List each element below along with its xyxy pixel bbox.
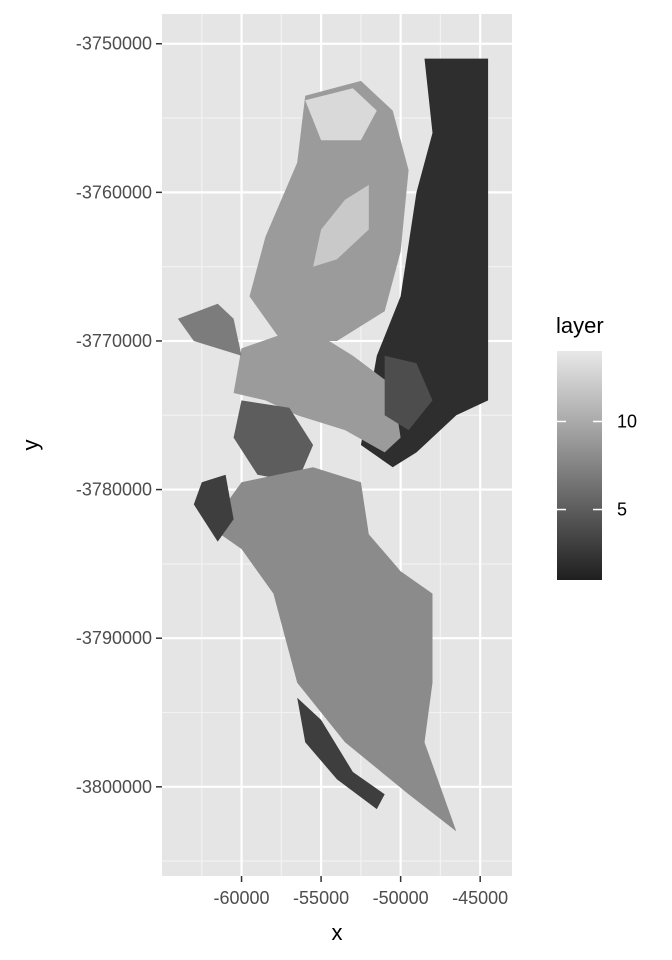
y-tick-label: -3780000 bbox=[76, 480, 152, 500]
y-axis-title: y bbox=[18, 440, 43, 451]
y-tick-label: -3790000 bbox=[76, 628, 152, 648]
raster-region-western-flank bbox=[233, 400, 314, 483]
raster-region-northern-peaks bbox=[305, 88, 377, 141]
raster-region-coast-se bbox=[297, 697, 385, 810]
x-axis: -60000 -55000 -50000 -45000 bbox=[214, 876, 508, 908]
raster-region-central-plateau bbox=[233, 326, 401, 453]
y-tick-label: -3770000 bbox=[76, 331, 152, 351]
raster-region-western-lobe bbox=[177, 303, 242, 356]
legend-ticks: 5 10 bbox=[557, 411, 637, 520]
raster-region-coast-sw bbox=[193, 474, 234, 542]
y-tick-label: -3760000 bbox=[76, 182, 152, 202]
x-axis-title: x bbox=[332, 920, 343, 945]
raster-region-high-ridge bbox=[313, 184, 369, 267]
legend-break-label: 10 bbox=[617, 411, 637, 431]
colorbar bbox=[557, 351, 602, 580]
y-axis: -3750000 -3760000 -3770000 -3780000 -3790000… bbox=[76, 34, 162, 797]
x-tick-label: -60000 bbox=[214, 888, 270, 908]
raster-region-inner-bay bbox=[384, 355, 433, 431]
colorbar-legend: layer 5 10 bbox=[556, 313, 637, 580]
x-tick-label: -50000 bbox=[373, 888, 429, 908]
legend-title: layer bbox=[556, 313, 604, 338]
y-tick-label: -3800000 bbox=[76, 777, 152, 797]
legend-break-label: 5 bbox=[617, 500, 627, 520]
raster-region-northern-massif bbox=[249, 80, 409, 342]
raster-layer bbox=[177, 58, 489, 832]
y-tick-label: -3750000 bbox=[76, 34, 152, 54]
raster-region-peninsula-main bbox=[209, 467, 457, 832]
x-tick-label: -55000 bbox=[293, 888, 349, 908]
x-tick-label: -45000 bbox=[452, 888, 508, 908]
